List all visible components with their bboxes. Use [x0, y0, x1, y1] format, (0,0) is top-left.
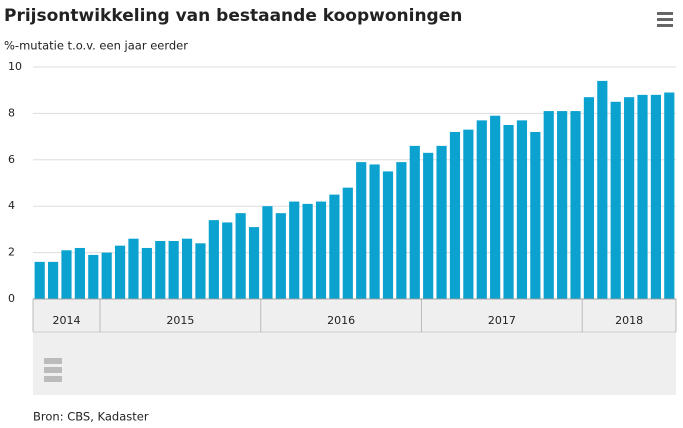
- chart-subtitle: %-mutatie t.o.v. een jaar eerder: [4, 39, 188, 53]
- bar: [597, 80, 608, 299]
- bar: [543, 111, 554, 299]
- bar: [610, 101, 621, 299]
- bar: [34, 261, 45, 299]
- bar: [141, 247, 152, 299]
- menu-bar[interactable]: [657, 18, 673, 21]
- x-tick-label: 2016: [327, 314, 355, 327]
- chart-title: Prijsontwikkeling van bestaande koopwoni…: [4, 6, 462, 26]
- bar: [342, 187, 353, 299]
- bar: [369, 164, 380, 299]
- bar: [155, 241, 166, 299]
- menu-bar[interactable]: [657, 24, 673, 27]
- x-tick-label: 2017: [488, 314, 516, 327]
- bar: [557, 111, 568, 299]
- bar: [222, 222, 233, 299]
- bar: [516, 120, 528, 299]
- bar: [476, 120, 487, 299]
- bar: [101, 252, 112, 299]
- bar: [664, 92, 675, 300]
- bar: [208, 220, 219, 299]
- bar: [463, 129, 474, 299]
- bar: [48, 261, 59, 299]
- bar: [195, 243, 206, 299]
- bar: [181, 238, 193, 299]
- bar: [302, 203, 313, 299]
- x-tick-label: 2015: [166, 314, 194, 327]
- bar: [262, 206, 273, 299]
- source: Bron: CBS, Kadaster: [33, 410, 149, 424]
- bar: [503, 125, 514, 299]
- bar: [61, 250, 72, 299]
- bar: [423, 152, 434, 299]
- y-tick-label: 8: [8, 106, 15, 119]
- bar: [315, 201, 327, 299]
- bar: [114, 245, 126, 299]
- bar: [329, 194, 340, 299]
- bar: [74, 247, 85, 299]
- bar: [289, 201, 300, 299]
- bar: [409, 145, 420, 299]
- y-tick-label: 0: [8, 292, 15, 305]
- bar: [356, 162, 367, 299]
- x-tick-label: 2014: [52, 314, 80, 327]
- bar: [583, 97, 595, 299]
- menu-icon[interactable]: [657, 12, 673, 27]
- bar: [88, 254, 99, 299]
- bar: [436, 145, 447, 299]
- bar: [248, 227, 260, 299]
- bar: [128, 238, 139, 299]
- bar: [275, 213, 286, 299]
- x-tick-label: 2018: [615, 314, 643, 327]
- menu-bar[interactable]: [657, 12, 673, 15]
- bar: [168, 241, 179, 299]
- bar: [530, 131, 541, 299]
- bar: [382, 171, 394, 299]
- bar: [490, 115, 501, 299]
- bar: [624, 97, 635, 299]
- axis-panel: [33, 300, 676, 395]
- y-tick-label: 4: [8, 199, 15, 212]
- cbs-logo: [44, 358, 62, 382]
- y-tick-label: 10: [8, 60, 22, 73]
- bar: [637, 94, 648, 299]
- bar: [449, 131, 461, 299]
- y-tick-label: 6: [8, 153, 15, 166]
- bar: [650, 94, 661, 299]
- bar: [396, 162, 407, 299]
- y-tick-label: 2: [8, 246, 15, 259]
- bar: [570, 111, 581, 299]
- bar: [235, 213, 246, 299]
